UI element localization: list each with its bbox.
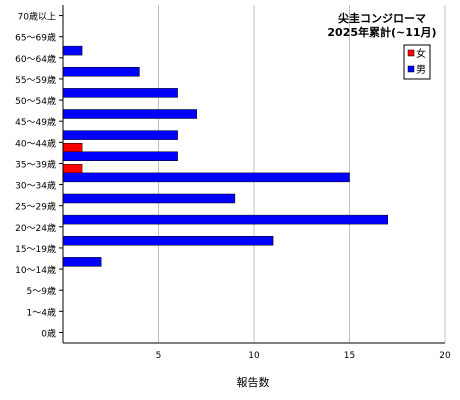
y-tick-label: 10～14歳 — [15, 264, 56, 276]
y-tick-label: 25～29歳 — [15, 201, 56, 213]
bar-male — [62, 151, 178, 161]
bar-male — [62, 214, 388, 225]
bar-male — [62, 236, 274, 246]
legend-label-male: 男 — [416, 64, 426, 76]
bar-layer — [62, 45, 388, 267]
y-tick-label: 55～59歳 — [15, 74, 56, 86]
bar-male — [62, 88, 178, 98]
y-tick-label: 50～54歳 — [15, 95, 56, 107]
y-tick-label: 65～69歳 — [15, 32, 56, 44]
y-tick-label: 40～44歳 — [15, 137, 56, 149]
bar-male — [62, 109, 197, 119]
chart-subtitle: 2025年累計(~11月) — [327, 25, 436, 39]
x-tick-label: 15 — [344, 351, 355, 361]
bar-male — [62, 45, 83, 56]
x-tick-label: 20 — [439, 351, 451, 361]
legend: 女 男 — [403, 44, 431, 80]
legend-swatch-male — [407, 65, 415, 73]
y-tick-label: 70歳以上 — [18, 11, 56, 23]
bar-female — [62, 164, 83, 174]
y-tick-label: 5～9歳 — [27, 285, 56, 297]
bar-male — [62, 193, 236, 204]
label-layer: 5 10 15 20 70歳以上 65～69歳 60～64歳 55～59歳 50～54歳 45～4… — [15, 11, 451, 361]
y-tick-label: 45～49歳 — [15, 116, 56, 128]
y-tick-label: 20～24歳 — [15, 222, 56, 234]
y-tick-label: 30～34歳 — [15, 180, 56, 192]
bar-female — [62, 143, 83, 153]
y-tick-label: 1～4歳 — [27, 306, 56, 318]
bar-male — [62, 172, 350, 183]
x-tick-label: 10 — [248, 351, 260, 361]
y-tick-label: 0歳 — [41, 327, 56, 339]
bar-male — [62, 67, 140, 77]
chart-title: 尖圭コンジローマ — [338, 11, 426, 25]
legend-label-female: 女 — [416, 47, 426, 60]
axis-layer — [59, 5, 445, 344]
x-axis-title: 報告数 — [237, 376, 270, 389]
bar-male — [62, 257, 102, 267]
y-tick-label: 35～39歳 — [15, 158, 56, 170]
y-tick-label: 15～19歳 — [15, 243, 56, 255]
legend-swatch-female — [407, 49, 415, 57]
bar-male — [62, 130, 178, 140]
x-tick-label: 5 — [156, 351, 162, 361]
y-tick-label: 60～64歳 — [15, 53, 56, 65]
legend-frame — [403, 44, 431, 80]
